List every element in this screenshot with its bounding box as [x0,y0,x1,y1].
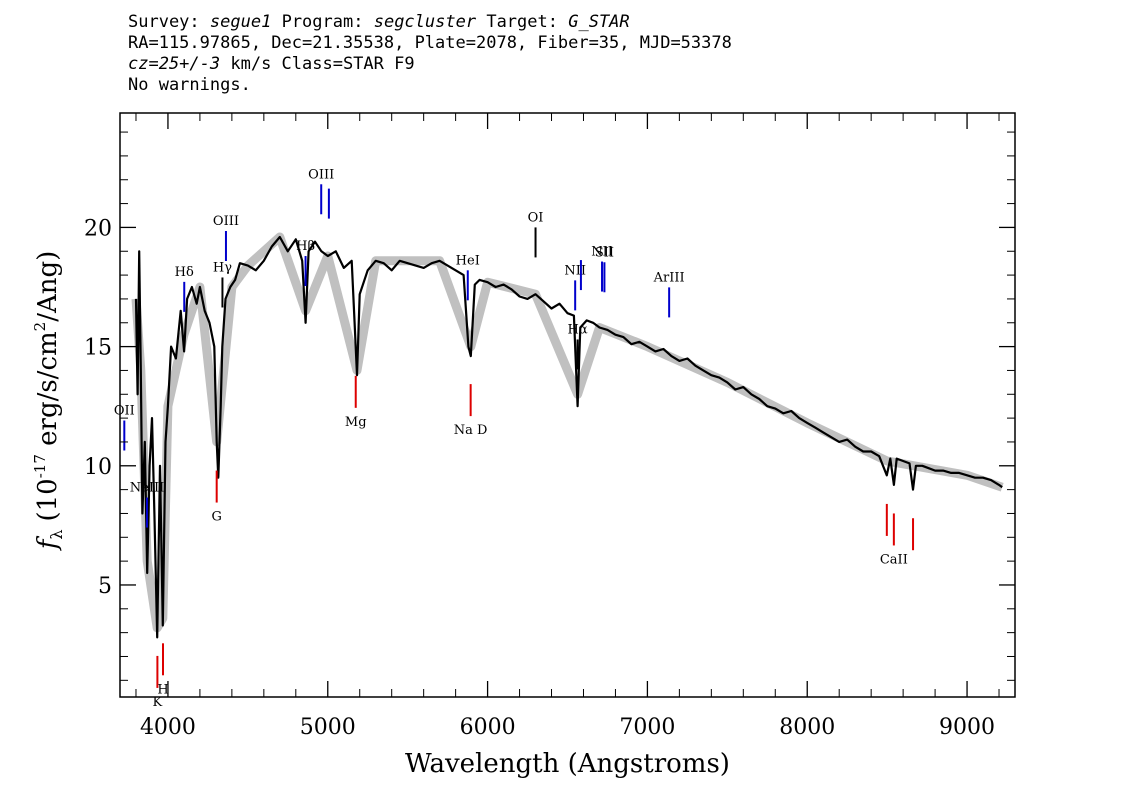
emission-line-label: Hα [568,322,588,337]
emission-line-label: Hγ [213,260,232,275]
survey-label: Survey: [128,12,200,32]
y-tick-label: 15 [84,336,112,361]
target-label: Target: [486,12,558,32]
emission-line-label: OII [114,403,135,418]
y-tick-label: 10 [84,455,112,480]
program-value: segcluster [373,12,477,32]
x-tick-label: 8000 [779,715,835,740]
emission-line-label: Hβ [296,239,315,254]
x-tick-label: 6000 [460,715,516,740]
tick-layer: 4000 5000 6000 7000 8000 9000 5 10 15 20 [84,113,1015,740]
emission-line-label: NII [564,263,586,278]
x-tick-label: 5000 [300,715,356,740]
emission-line-label: NeIII [130,481,164,496]
emission-line-label: HeI [456,253,480,268]
absorption-line-label: K [153,695,163,710]
x-tick-label: 4000 [140,715,196,740]
header-line-2: RA=115.97865, Dec=21.35538, Plate=2078, … [128,33,732,53]
y-axis-exponent-2: 2 [31,322,49,332]
y-axis-label-main: (10 [33,478,63,521]
spectrum-line-layer [134,235,1003,639]
y-tick-label: 20 [84,216,112,241]
emission-line-label: SII [595,245,614,260]
spectrum-header: Survey: segue1 Program: segcluster Targe… [128,12,732,96]
y-tick-label: 5 [98,574,112,599]
header-line-4: No warnings. [128,75,251,95]
y-axis-title: fλ(10-17 erg/s/cm2/Ang) [31,251,66,552]
error-band-layer [131,232,1004,633]
cz-value: cz=25+/-3 [128,54,221,74]
x-tick-label: 9000 [939,715,995,740]
emission-line-label: Hδ [175,265,194,280]
absorption-line-label: Na D [454,423,488,438]
absorption-line-label: G [211,510,221,525]
survey-value: segue1 [209,12,272,32]
emission-line-label: NII [591,245,613,260]
x-tick-label: 7000 [619,715,675,740]
x-axis-title: Wavelength (Angstroms) [405,749,730,779]
header-line-3: cz=25+/-3 km/s Class=STAR F9 [128,54,732,75]
program-label: Program: [281,12,364,32]
error-band [131,232,1004,633]
plot-frame [119,112,1016,698]
y-axis-exponent: -17 [31,454,49,478]
class-text: km/s Class=STAR F9 [220,54,415,74]
y-axis-subscript: λ [47,530,66,540]
emission-line-label: OIII [308,167,334,182]
emission-line-label: OI [528,210,544,225]
header-line-1: Survey: segue1 Program: segcluster Targe… [128,12,732,33]
emission-line-label: OIII [213,214,239,229]
spectrum-series-0 [134,235,1003,639]
emission-line-label: ArIII [653,270,685,285]
absorption-line-label: H [157,682,168,697]
absorption-line-label: CaII [880,552,908,567]
absorption-line-label: Mg [345,415,367,430]
target-value: G_STAR [568,12,630,32]
y-axis-label-mid: erg/s/cm [33,331,63,454]
y-axis-label-end: /Ang) [33,251,63,322]
